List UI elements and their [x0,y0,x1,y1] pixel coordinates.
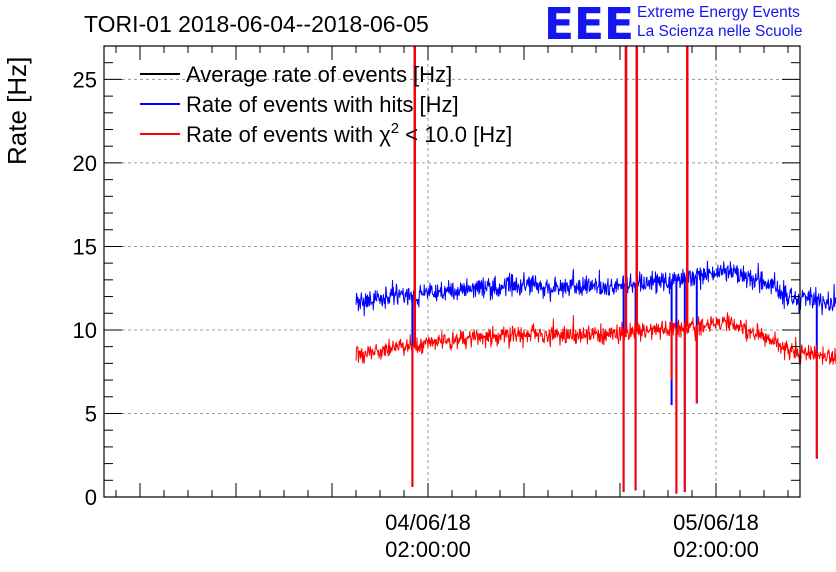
logo-mark-text: EEE [544,4,634,42]
logo-caption: Extreme Energy Events La Scienza nelle S… [637,3,802,41]
logo-line-2: La Scienza nelle Scuole [637,23,803,40]
y-tick-label: 15 [73,234,97,259]
legend: Average rate of events [Hz] Rate of event… [140,62,512,147]
logo-line-1: Extreme Energy Events [637,4,800,21]
eee-logo-icon: EEE [544,4,634,42]
y-tick-label: 0 [85,485,97,510]
y-tick-label: 20 [73,151,97,176]
y-tick-label: 10 [73,318,97,343]
legend-label: Rate of events with χ2 < 10.0 [Hz] [186,120,512,147]
legend-label: Average rate of events [Hz] [186,62,452,87]
x-tick-label-time: 02:00:00 [385,537,471,562]
series-line [355,260,836,317]
series-layer [355,46,836,494]
x-tick-label-date: 05/06/18 [673,510,759,535]
legend-label: Rate of events with hits [Hz] [186,92,459,117]
y-tick-label: 5 [85,401,97,426]
series-1 [355,46,836,494]
chart-title: TORI-01 2018-06-04--2018-06-05 [84,11,429,37]
y-axis-label: Rate [Hz] [2,57,32,165]
series-line [355,312,836,365]
y-tick-label: 25 [73,67,97,92]
x-tick-label-time: 02:00:00 [673,537,759,562]
axes: 051015202504/06/1802:00:0005/06/1802:00:… [73,45,801,562]
x-tick-label-date: 04/06/18 [385,510,471,535]
grid [104,46,800,497]
